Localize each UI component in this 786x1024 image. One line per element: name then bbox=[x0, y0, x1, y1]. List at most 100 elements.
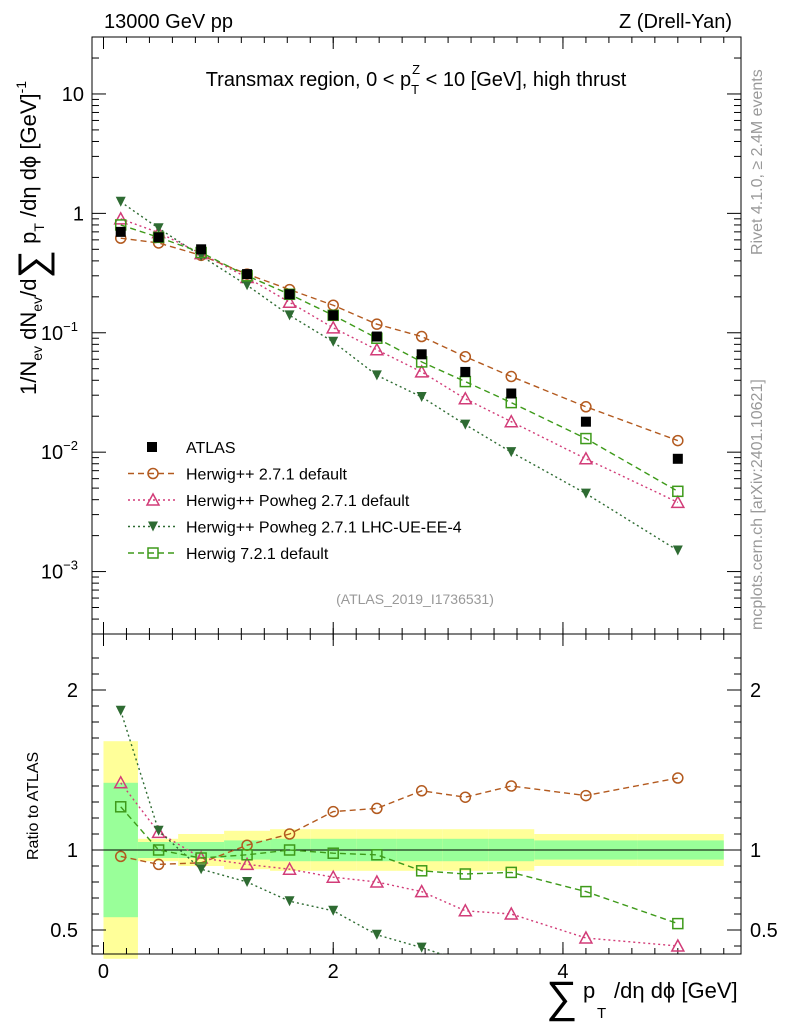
data-point bbox=[580, 416, 591, 427]
data-point bbox=[196, 244, 207, 255]
y-tick-label: 1 bbox=[73, 203, 84, 225]
series-point bbox=[670, 494, 686, 509]
series-point bbox=[325, 320, 341, 334]
series-point bbox=[672, 434, 684, 447]
ratio-point bbox=[283, 844, 296, 856]
ratio-y-tick-label: 0.5 bbox=[50, 920, 78, 942]
series-point bbox=[371, 318, 383, 330]
svg-text:p: p bbox=[583, 978, 595, 1003]
ratio-point bbox=[459, 791, 472, 803]
ratio-point bbox=[670, 938, 686, 952]
series-line bbox=[120, 237, 679, 442]
legend: ATLAS Herwig++ 2.7.1 default Herwig++ Powh… bbox=[128, 440, 462, 563]
ratio-point bbox=[504, 906, 519, 920]
analysis-tag: (ATLAS_2019_I1736531) bbox=[336, 591, 494, 607]
ratio-point bbox=[114, 850, 127, 863]
ratio-point bbox=[416, 942, 427, 953]
series-point bbox=[115, 196, 126, 207]
x-tick-label: 4 bbox=[557, 961, 568, 983]
series-point bbox=[284, 310, 295, 321]
series-point bbox=[414, 364, 429, 378]
ratio-point bbox=[239, 856, 255, 871]
header-left: 13000 GeV pp bbox=[104, 11, 233, 33]
ratio-point bbox=[505, 780, 518, 792]
ratio-point bbox=[195, 852, 207, 864]
ratio-y-tick-label-right: 2 bbox=[750, 680, 761, 702]
data-point bbox=[460, 366, 471, 377]
ratio-point bbox=[458, 903, 473, 917]
header-right: Z (Drell-Yan) bbox=[619, 11, 732, 33]
ratio-point bbox=[460, 957, 470, 967]
ratio-point bbox=[328, 905, 339, 916]
series-point bbox=[113, 211, 128, 225]
series-point bbox=[580, 401, 592, 413]
series-point bbox=[369, 342, 385, 356]
ratio-y-label: Ratio to ATLAS bbox=[25, 752, 42, 860]
ratio-point bbox=[505, 866, 518, 879]
ratio-point bbox=[672, 772, 684, 784]
legend-label: Herwig 7.2.1 default bbox=[186, 546, 329, 563]
ratio-point bbox=[152, 858, 165, 871]
series-line bbox=[120, 218, 679, 503]
ratio-point bbox=[325, 869, 341, 883]
ratio-point bbox=[151, 824, 166, 839]
ratio-point bbox=[152, 844, 165, 856]
data-point bbox=[672, 453, 683, 464]
series-point bbox=[580, 432, 592, 445]
ratio-point bbox=[284, 896, 295, 907]
data-point bbox=[284, 289, 295, 300]
y-tick-label: 10−3 bbox=[41, 558, 78, 584]
rivet-label: Rivet 4.1.0, ≥ 2.4M events bbox=[749, 69, 766, 255]
data-point bbox=[371, 331, 382, 342]
data-point bbox=[115, 226, 126, 237]
series-point bbox=[371, 370, 382, 381]
legend-marker bbox=[145, 492, 161, 506]
plot-title: Transmax region, 0 < pTZ < 10 [GeV], hig… bbox=[206, 62, 627, 97]
ratio-y-tick-label-right: 1 bbox=[750, 840, 761, 862]
data-point bbox=[153, 232, 164, 243]
y-tick-label: 10 bbox=[62, 84, 84, 106]
series-point bbox=[505, 370, 518, 383]
series-point bbox=[504, 414, 519, 428]
ratio-point bbox=[371, 929, 382, 940]
series-point bbox=[153, 223, 164, 234]
ratio-point bbox=[369, 874, 385, 888]
series-point bbox=[460, 419, 471, 430]
ratio-point bbox=[580, 789, 592, 802]
mcplots-label: mcplots.cern.ch [arXiv:2401.10621] bbox=[749, 379, 766, 630]
series-point bbox=[415, 330, 428, 343]
svg-text:/dη dϕ [GeV]: /dη dϕ [GeV] bbox=[614, 978, 738, 1003]
data-point bbox=[328, 310, 339, 321]
ratio-point bbox=[113, 775, 128, 789]
series-point bbox=[416, 391, 427, 402]
ratio-point bbox=[578, 930, 594, 944]
legend-marker bbox=[148, 521, 158, 532]
x-tick-label: 0 bbox=[98, 961, 109, 983]
ratio-point bbox=[241, 849, 253, 861]
ratio-point bbox=[242, 877, 253, 887]
legend-marker bbox=[147, 547, 159, 559]
data-point bbox=[506, 388, 517, 399]
series-point bbox=[458, 391, 473, 405]
ratio-point bbox=[114, 801, 127, 813]
series-point bbox=[505, 396, 518, 409]
ratio-y-tick-label: 1 bbox=[67, 840, 78, 862]
legend-marker bbox=[147, 467, 159, 480]
svg-text:T: T bbox=[597, 1005, 606, 1022]
ratio-series bbox=[113, 705, 686, 970]
series-point bbox=[459, 350, 472, 363]
series-point bbox=[242, 280, 253, 291]
x-axis-label: ∑ p T /dη dϕ [GeV] bbox=[546, 973, 738, 1022]
series-point bbox=[578, 451, 594, 465]
ratio-point bbox=[506, 960, 516, 970]
series-point bbox=[672, 545, 683, 556]
ratio-point bbox=[282, 861, 297, 875]
y-tick-label: 10−1 bbox=[41, 319, 78, 345]
svg-text:∑: ∑ bbox=[546, 973, 577, 1022]
legend-label: Herwig++ 2.7.1 default bbox=[186, 467, 348, 484]
ratio-point bbox=[327, 847, 339, 859]
series-point bbox=[282, 294, 297, 309]
x-tick-label: 2 bbox=[328, 961, 339, 983]
ratio-point bbox=[283, 828, 296, 840]
